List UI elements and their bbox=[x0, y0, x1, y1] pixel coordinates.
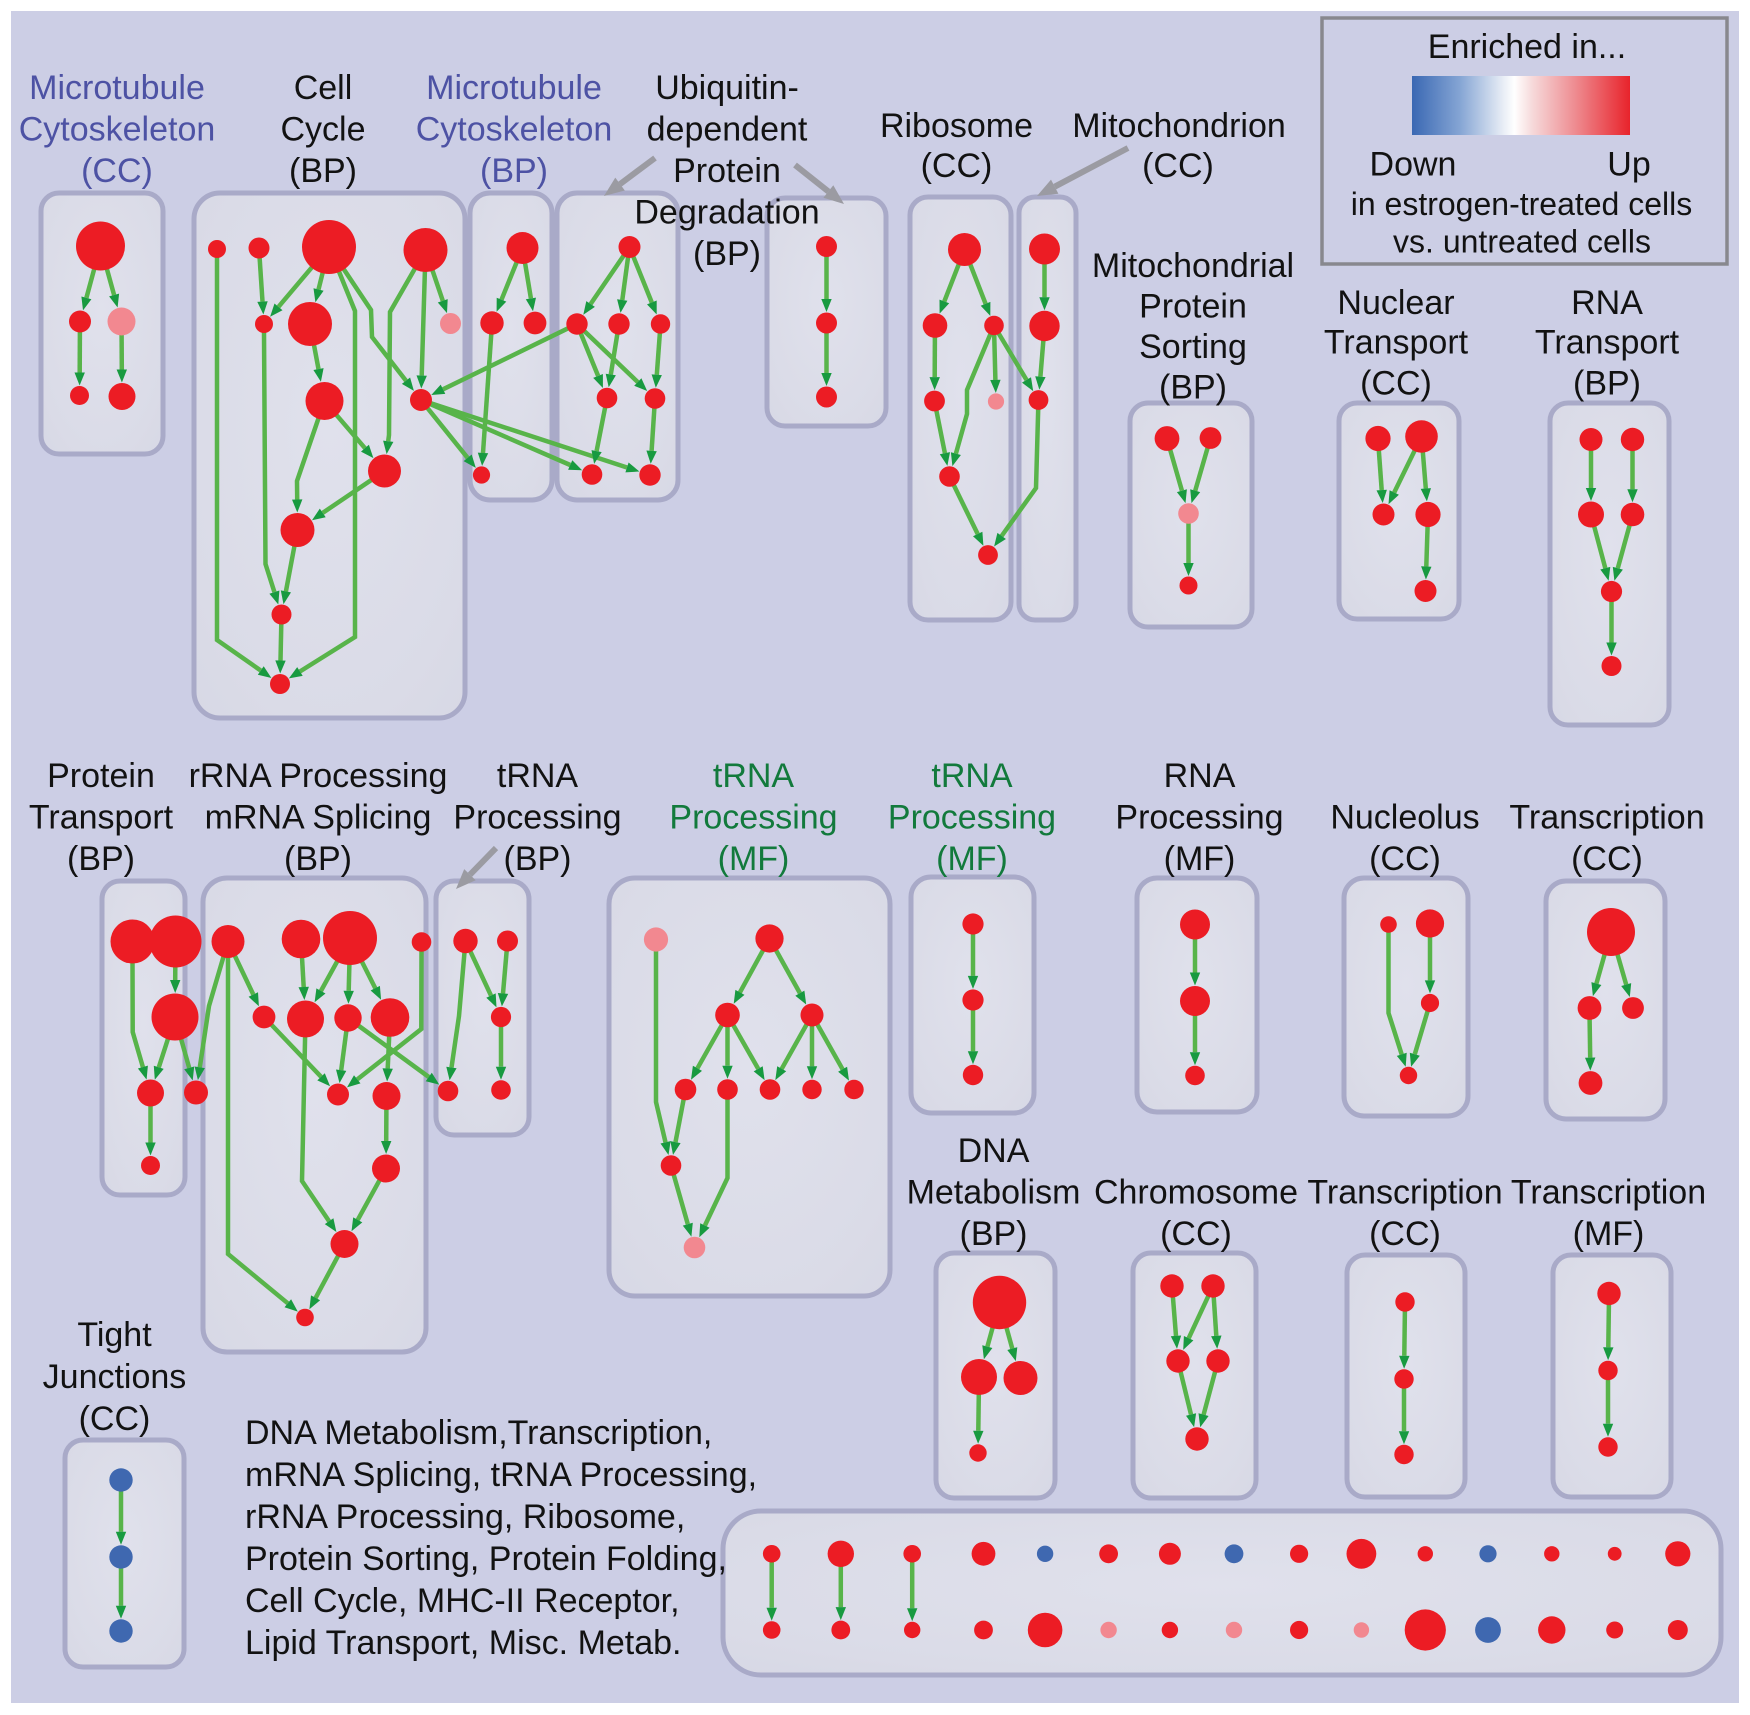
svg-text:Mitochondrion: Mitochondrion bbox=[1072, 107, 1286, 145]
svg-text:Cytoskeleton: Cytoskeleton bbox=[416, 111, 613, 149]
svg-text:Up: Up bbox=[1607, 146, 1650, 184]
svg-text:Metabolism: Metabolism bbox=[907, 1174, 1081, 1212]
svg-text:(CC): (CC) bbox=[79, 1400, 151, 1438]
svg-text:(BP): (BP) bbox=[693, 235, 761, 273]
svg-text:mRNA Splicing: mRNA Splicing bbox=[205, 799, 432, 837]
svg-text:(CC): (CC) bbox=[1369, 840, 1441, 878]
svg-text:Lipid Transport, Misc. Metab.: Lipid Transport, Misc. Metab. bbox=[245, 1624, 682, 1662]
svg-text:in estrogen-treated cells: in estrogen-treated cells bbox=[1351, 186, 1693, 222]
svg-text:RNA: RNA bbox=[1571, 284, 1643, 322]
svg-text:Tight: Tight bbox=[77, 1316, 152, 1354]
svg-text:tRNA: tRNA bbox=[713, 757, 795, 795]
svg-text:Transport: Transport bbox=[1324, 324, 1469, 362]
svg-text:Protein: Protein bbox=[673, 152, 781, 190]
svg-text:Transport: Transport bbox=[1535, 324, 1680, 362]
svg-text:mRNA Splicing, tRNA Processing: mRNA Splicing, tRNA Processing, bbox=[245, 1456, 757, 1494]
svg-text:Chromosome: Chromosome bbox=[1094, 1174, 1298, 1212]
svg-text:Processing: Processing bbox=[1115, 799, 1283, 837]
svg-text:(MF): (MF) bbox=[1164, 840, 1236, 878]
svg-text:(BP): (BP) bbox=[289, 152, 357, 190]
svg-text:Junctions: Junctions bbox=[43, 1358, 187, 1396]
svg-text:Processing: Processing bbox=[669, 799, 837, 837]
svg-text:Processing: Processing bbox=[888, 799, 1056, 837]
svg-text:Cytoskeleton: Cytoskeleton bbox=[19, 111, 216, 149]
svg-text:Mitochondrial: Mitochondrial bbox=[1092, 247, 1294, 285]
svg-text:Ribosome: Ribosome bbox=[880, 107, 1033, 145]
svg-text:(MF): (MF) bbox=[718, 840, 790, 878]
svg-text:Protein Sorting, Protein Foldi: Protein Sorting, Protein Folding, bbox=[245, 1540, 727, 1578]
svg-text:(CC): (CC) bbox=[81, 152, 153, 190]
svg-text:Microtubule: Microtubule bbox=[426, 69, 602, 107]
svg-text:vs. untreated cells: vs. untreated cells bbox=[1393, 224, 1651, 260]
svg-text:Transcription: Transcription bbox=[1509, 799, 1704, 837]
svg-text:(BP): (BP) bbox=[504, 840, 572, 878]
svg-text:(MF): (MF) bbox=[1573, 1215, 1645, 1253]
svg-text:(CC): (CC) bbox=[1160, 1215, 1232, 1253]
svg-text:(BP): (BP) bbox=[960, 1215, 1028, 1253]
svg-text:tRNA: tRNA bbox=[931, 757, 1013, 795]
svg-text:DNA Metabolism,Transcription,: DNA Metabolism,Transcription, bbox=[245, 1414, 712, 1452]
svg-text:Protein: Protein bbox=[47, 757, 155, 795]
svg-text:(CC): (CC) bbox=[1571, 840, 1643, 878]
svg-text:(MF): (MF) bbox=[936, 840, 1008, 878]
svg-text:(BP): (BP) bbox=[1573, 365, 1641, 403]
svg-text:DNA: DNA bbox=[958, 1132, 1030, 1170]
svg-text:Cell: Cell bbox=[294, 69, 353, 107]
svg-text:Microtubule: Microtubule bbox=[29, 69, 205, 107]
svg-text:dependent: dependent bbox=[647, 111, 808, 149]
svg-text:Transcription: Transcription bbox=[1511, 1174, 1706, 1212]
svg-text:Ubiquitin-: Ubiquitin- bbox=[655, 69, 799, 107]
svg-text:Cell Cycle, MHC-II Receptor,: Cell Cycle, MHC-II Receptor, bbox=[245, 1582, 680, 1620]
svg-text:(CC): (CC) bbox=[921, 147, 993, 185]
svg-text:(BP): (BP) bbox=[480, 152, 548, 190]
svg-text:rRNA Processing: rRNA Processing bbox=[189, 757, 448, 795]
svg-text:tRNA: tRNA bbox=[497, 757, 579, 795]
svg-text:Enriched in...: Enriched in... bbox=[1428, 28, 1626, 66]
svg-text:Sorting: Sorting bbox=[1139, 328, 1247, 366]
svg-text:Transport: Transport bbox=[29, 799, 174, 837]
svg-text:Down: Down bbox=[1370, 146, 1457, 184]
svg-text:Nuclear: Nuclear bbox=[1337, 284, 1454, 322]
svg-text:(BP): (BP) bbox=[1159, 369, 1227, 407]
svg-text:(BP): (BP) bbox=[284, 840, 352, 878]
svg-text:RNA: RNA bbox=[1164, 757, 1236, 795]
svg-text:Cycle: Cycle bbox=[280, 111, 365, 149]
svg-text:rRNA Processing, Ribosome,: rRNA Processing, Ribosome, bbox=[245, 1498, 685, 1536]
svg-text:Degradation: Degradation bbox=[634, 194, 819, 232]
svg-text:Protein: Protein bbox=[1139, 288, 1247, 326]
svg-text:(CC): (CC) bbox=[1142, 147, 1214, 185]
svg-text:(BP): (BP) bbox=[67, 840, 135, 878]
svg-text:(CC): (CC) bbox=[1360, 365, 1432, 403]
svg-text:Nucleolus: Nucleolus bbox=[1330, 799, 1479, 837]
svg-text:(CC): (CC) bbox=[1369, 1215, 1441, 1253]
svg-text:Processing: Processing bbox=[453, 799, 621, 837]
svg-text:Transcription: Transcription bbox=[1307, 1174, 1502, 1212]
